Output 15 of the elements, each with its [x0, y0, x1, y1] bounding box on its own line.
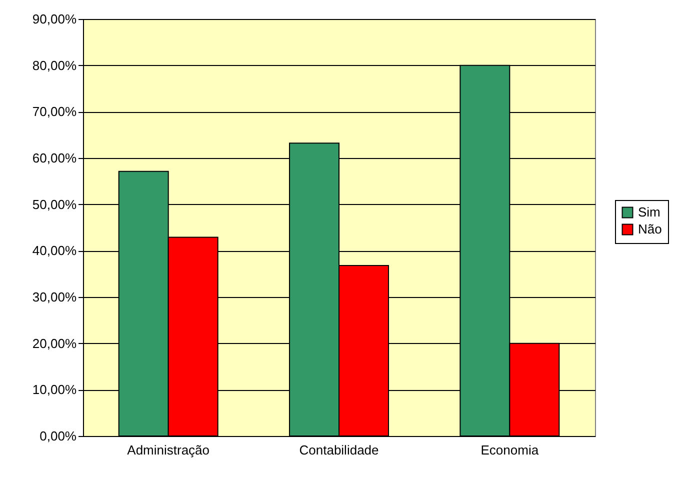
- y-tick-label: 10,00%: [32, 382, 77, 398]
- legend-label: Sim: [638, 204, 660, 220]
- y-tick-label: 20,00%: [32, 336, 77, 351]
- x-tick-label: Contabilidade: [299, 442, 379, 458]
- y-tick-label: 80,00%: [32, 58, 77, 73]
- legend-label: Não: [638, 222, 662, 236]
- x-tick-label: Economia: [480, 442, 540, 458]
- y-tick-label: 60,00%: [32, 150, 77, 166]
- y-tick-label: 70,00%: [32, 104, 77, 120]
- y-tick-label: 90,00%: [32, 12, 77, 26]
- y-tick-label: 30,00%: [32, 290, 77, 304]
- x-tick-label: Administração: [127, 442, 210, 458]
- y-tick-label: 50,00%: [32, 196, 77, 212]
- y-tick-label: 0,00%: [40, 428, 77, 444]
- y-tick-label: 40,00%: [32, 243, 77, 258]
